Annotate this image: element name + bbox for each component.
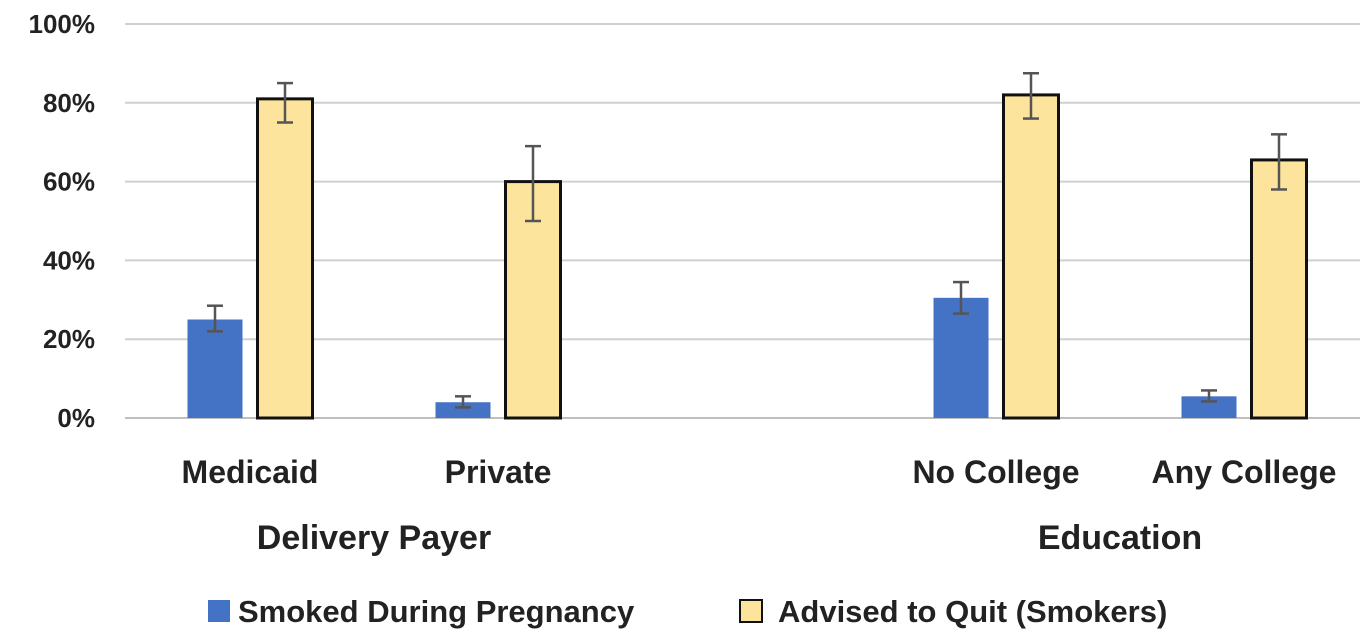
group-label: Delivery Payer xyxy=(257,519,491,557)
bar xyxy=(504,180,562,420)
bar xyxy=(933,297,989,418)
error-bars xyxy=(207,72,1287,409)
y-tick-label: 40% xyxy=(43,245,95,275)
gridlines xyxy=(125,23,1360,419)
group-labels: Delivery Payer Education xyxy=(257,519,1202,557)
y-tick-label: 0% xyxy=(57,403,95,433)
category-label: Any College xyxy=(1152,454,1337,490)
bar xyxy=(435,402,491,418)
legend-swatch xyxy=(208,600,230,622)
bar xyxy=(256,97,314,420)
y-tick-label: 60% xyxy=(43,167,95,197)
bar xyxy=(187,319,243,418)
bars xyxy=(187,93,1308,420)
category-label: No College xyxy=(912,454,1079,490)
category-labels: Medicaid Private No College Any College xyxy=(182,454,1337,490)
group-label: Education xyxy=(1038,519,1202,557)
bar xyxy=(1002,93,1060,420)
y-tick-label: 100% xyxy=(29,9,96,39)
category-label: Medicaid xyxy=(182,454,319,490)
bar xyxy=(1181,396,1237,418)
category-label: Private xyxy=(445,454,552,490)
legend-swatch xyxy=(739,599,763,623)
bar xyxy=(1250,158,1308,420)
y-tick-label: 80% xyxy=(43,88,95,118)
y-tick-label: 20% xyxy=(43,324,95,354)
legend: Smoked During Pregnancy Advised to Quit (… xyxy=(208,594,1167,629)
legend-label: Advised to Quit (Smokers) xyxy=(778,594,1167,629)
legend-label: Smoked During Pregnancy xyxy=(238,594,635,629)
y-axis-ticks: 0% 20% 40% 60% 80% 100% xyxy=(29,9,96,433)
